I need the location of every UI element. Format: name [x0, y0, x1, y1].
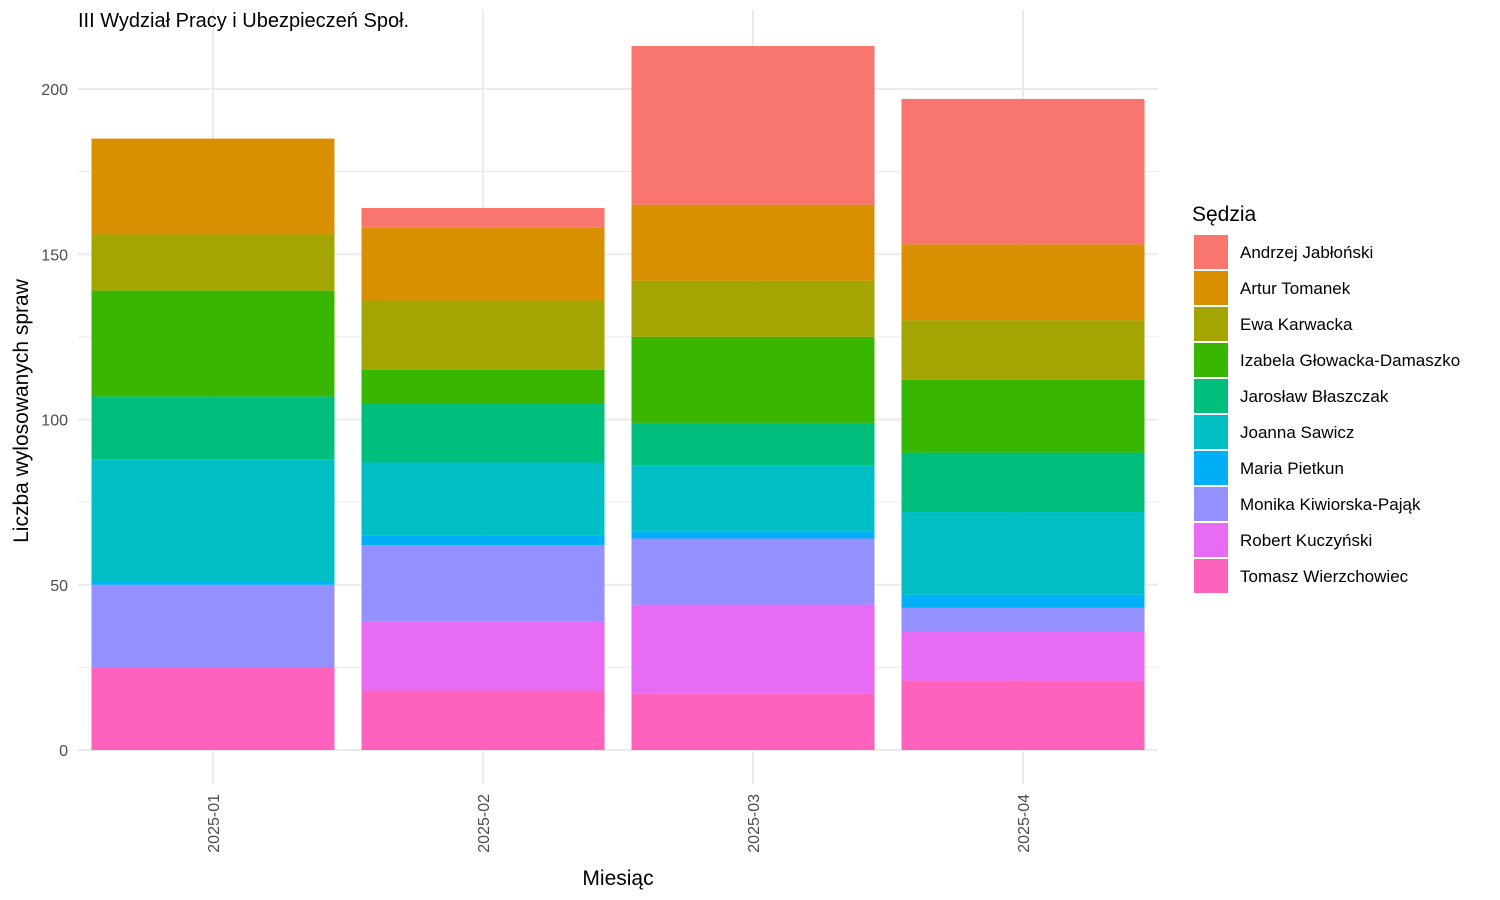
x-tick-label: 2025-01 — [206, 794, 223, 853]
y-axis-ticks: 0 50 100 150 200 — [41, 82, 68, 760]
bar-segment-2025-01-ewa-karwacka — [91, 234, 335, 291]
x-tick-label: 2025-04 — [1016, 794, 1033, 853]
bar-segment-2025-02-izabela-glowacka-damaszko — [361, 369, 605, 403]
bar-segment-2025-03-artur-tomanek — [631, 204, 875, 281]
legend-label-izabela-glowacka-damaszko: Izabela Głowacka-Damaszko — [1240, 351, 1460, 370]
legend-key-artur-tomanek — [1194, 271, 1228, 305]
bar-segment-2025-03-ewa-karwacka — [631, 280, 875, 337]
bar-segment-2025-04-jaroslaw-blaszczak — [901, 452, 1145, 513]
legend-label-maria-pietkun: Maria Pietkun — [1240, 459, 1344, 478]
y-tick-label: 100 — [41, 413, 68, 430]
bar-segment-2025-02-maria-pietkun — [361, 535, 605, 546]
bar-segment-2025-04-ewa-karwacka — [901, 320, 1145, 380]
bar-segment-2025-02-tomasz-wierzchowiec — [361, 690, 605, 750]
bars — [91, 46, 1145, 750]
bar-segment-2025-01-monika-kiwiorska-pajak — [91, 584, 335, 668]
bar-segment-2025-03-andrzej-jablonski — [631, 46, 875, 205]
legend-label-monika-kiwiorska-pajak: Monika Kiwiorska-Pająk — [1240, 495, 1421, 514]
legend-key-maria-pietkun — [1194, 451, 1228, 485]
bar-segment-2025-04-maria-pietkun — [901, 594, 1145, 608]
bar-segment-2025-03-jaroslaw-blaszczak — [631, 422, 875, 466]
bar-segment-2025-04-andrzej-jablonski — [901, 98, 1145, 245]
bar-segment-2025-02-ewa-karwacka — [361, 300, 605, 370]
legend-key-monika-kiwiorska-pajak — [1194, 487, 1228, 521]
y-axis-title: Liczba wylosowanych spraw — [10, 278, 33, 543]
x-tick-label: 2025-02 — [476, 794, 493, 853]
chart-title: III Wydział Pracy i Ubezpieczeń Społ. — [78, 10, 409, 32]
bar-segment-2025-03-tomasz-wierzchowiec — [631, 693, 875, 750]
x-axis-ticks: 2025-01 2025-02 2025-03 2025-04 — [206, 794, 1033, 853]
bar-segment-2025-02-jaroslaw-blaszczak — [361, 402, 605, 463]
bar-segment-2025-04-tomasz-wierzchowiec — [901, 680, 1145, 750]
bar-segment-2025-04-robert-kuczynski — [901, 631, 1145, 681]
bar-segment-2025-02-monika-kiwiorska-pajak — [361, 545, 605, 622]
x-tick-label: 2025-03 — [746, 794, 763, 853]
legend-key-ewa-karwacka — [1194, 307, 1228, 341]
legend-key-jaroslaw-blaszczak — [1194, 379, 1228, 413]
legend-label-artur-tomanek: Artur Tomanek — [1240, 279, 1351, 298]
legend-key-izabela-glowacka-damaszko — [1194, 343, 1228, 377]
bar-segment-2025-03-izabela-glowacka-damaszko — [631, 336, 875, 423]
legend-label-jaroslaw-blaszczak: Jarosław Błaszczak — [1240, 387, 1389, 406]
bar-segment-2025-03-robert-kuczynski — [631, 604, 875, 694]
bar-segment-2025-02-andrzej-jablonski — [361, 207, 605, 228]
bar-segment-2025-04-monika-kiwiorska-pajak — [901, 607, 1145, 632]
bar-segment-2025-01-artur-tomanek — [91, 138, 335, 235]
legend-label-ewa-karwacka: Ewa Karwacka — [1240, 315, 1353, 334]
bar-segment-2025-02-artur-tomanek — [361, 227, 605, 301]
legend-key-andrzej-jablonski — [1194, 235, 1228, 269]
legend-label-robert-kuczynski: Robert Kuczyński — [1240, 531, 1372, 550]
bar-segment-2025-02-joanna-sawicz — [361, 462, 605, 536]
bar-segment-2025-03-maria-pietkun — [631, 531, 875, 539]
legend-label-tomasz-wierzchowiec: Tomasz Wierzchowiec — [1240, 567, 1409, 586]
legend-key-tomasz-wierzchowiec — [1194, 559, 1228, 593]
bar-segment-2025-02-robert-kuczynski — [361, 621, 605, 691]
bar-segment-2025-01-izabela-glowacka-damaszko — [91, 290, 335, 397]
y-tick-label: 50 — [50, 578, 68, 595]
legend: Sędzia Andrzej Jabłoński Artur Tomanek Ewa… — [1192, 203, 1460, 593]
bar-segment-2025-01-maria-pietkun — [91, 581, 335, 585]
bar-segment-2025-01-jaroslaw-blaszczak — [91, 396, 335, 460]
bar-segment-2025-03-monika-kiwiorska-pajak — [631, 538, 875, 605]
bar-segment-2025-04-joanna-sawicz — [901, 512, 1145, 595]
bar-segment-2025-03-joanna-sawicz — [631, 465, 875, 532]
legend-label-joanna-sawicz: Joanna Sawicz — [1240, 423, 1354, 442]
legend-label-andrzej-jablonski: Andrzej Jabłoński — [1240, 243, 1373, 262]
y-tick-label: 150 — [41, 247, 68, 264]
bar-segment-2025-01-joanna-sawicz — [91, 459, 335, 582]
legend-key-joanna-sawicz — [1194, 415, 1228, 449]
bar-segment-2025-04-izabela-glowacka-damaszko — [901, 379, 1145, 453]
legend-key-robert-kuczynski — [1194, 523, 1228, 557]
bar-segment-2025-04-artur-tomanek — [901, 244, 1145, 321]
bar-segment-2025-01-tomasz-wierzchowiec — [91, 667, 335, 750]
y-tick-label: 0 — [59, 743, 68, 760]
legend-title: Sędzia — [1192, 203, 1257, 226]
legend-items: Andrzej Jabłoński Artur Tomanek Ewa Karwac… — [1194, 235, 1460, 593]
y-tick-label: 200 — [41, 82, 68, 99]
x-axis-title: Miesiąc — [582, 867, 653, 890]
